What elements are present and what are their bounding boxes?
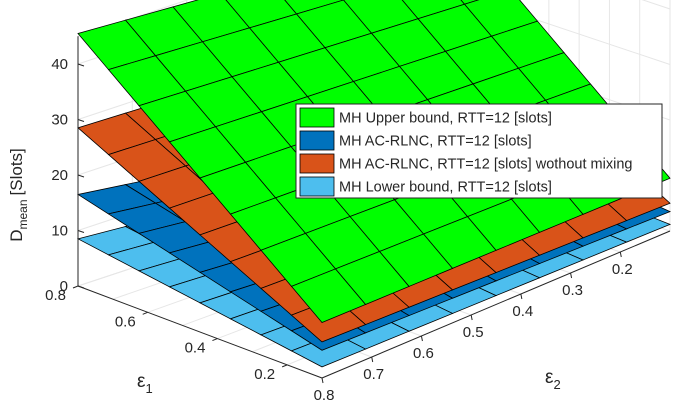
x-axis-label-sub: 1	[145, 381, 152, 396]
x-tick-label: 0.8	[45, 287, 66, 304]
legend-swatch	[299, 153, 335, 174]
z-tick	[77, 285, 85, 289]
x-tick	[142, 311, 148, 315]
x-tick	[281, 364, 288, 368]
x-axis-label-main: ε	[137, 371, 146, 392]
z-tick	[77, 174, 85, 178]
y-tick-label: 0.4	[512, 303, 533, 320]
z-axis-label-unit: [Slots]	[7, 148, 26, 195]
x-tick-label: 0.6	[115, 313, 136, 330]
y-tick-label: 0.7	[363, 366, 384, 383]
y-tick	[371, 356, 374, 363]
z-tick-label: 30	[51, 112, 68, 129]
legend-label: MH AC-RLNC, RTT=12 [slots]	[339, 134, 532, 150]
z-tick-label: 0	[60, 278, 68, 295]
x-tick	[212, 338, 218, 342]
y-tick-label: 0.8	[314, 387, 335, 404]
surface-patch	[290, 268, 367, 323]
x-tick-label: 0.4	[185, 340, 206, 357]
z-tick-label: 10	[51, 223, 68, 240]
y-tick	[470, 314, 473, 321]
z-axis-label: Dmean [Slots]	[7, 148, 30, 242]
z-axis-label-main: D	[7, 230, 26, 242]
x-axis-line	[77, 285, 323, 379]
y-tick-label: 0.5	[463, 324, 484, 341]
z-tick	[77, 63, 85, 67]
y-tick	[321, 377, 324, 384]
legend-swatch	[299, 176, 335, 197]
axes: 0 10 20 30 40 0.8 0.6 0.4 0.2 0.8 0.7 0.6 0.5 0.4 0.3 0…	[45, 36, 671, 404]
x-tick-label: 0.2	[254, 366, 275, 383]
legend-label: MH AC-RLNC, RTT=12 [slots] wothout mixin…	[339, 157, 632, 173]
y-axis-label: ε2	[545, 367, 561, 392]
y-tick	[570, 272, 573, 279]
legend-swatch	[299, 130, 335, 151]
x-axis-label: ε1	[137, 371, 153, 396]
legend-label: MH Lower bound, RTT=12 [slots]	[339, 180, 552, 196]
legend-label: MH Upper bound, RTT=12 [slots]	[339, 111, 552, 127]
z-axis-label-sub: mean	[16, 199, 30, 229]
z-tick	[77, 119, 85, 122]
y-tick-label: 0.2	[612, 261, 633, 278]
y-tick	[420, 335, 423, 342]
legend-box	[295, 103, 663, 199]
z-tick-label: 40	[51, 56, 68, 73]
y-tick	[520, 293, 523, 300]
y-tick-label: 0.6	[413, 345, 434, 362]
z-tick	[77, 230, 85, 233]
legend-swatch	[299, 107, 335, 128]
y-tick-label: 0.3	[562, 282, 583, 299]
z-tick-label: 20	[51, 167, 68, 184]
y-axis-label-sub: 2	[553, 377, 560, 392]
y-tick	[619, 251, 622, 258]
y-axis-line	[321, 230, 671, 379]
x-tick	[72, 285, 79, 289]
y-axis-label-main: ε	[545, 367, 554, 388]
legend: MH Upper bound, RTT=12 [slots] MH AC-RLNC…	[295, 103, 663, 199]
